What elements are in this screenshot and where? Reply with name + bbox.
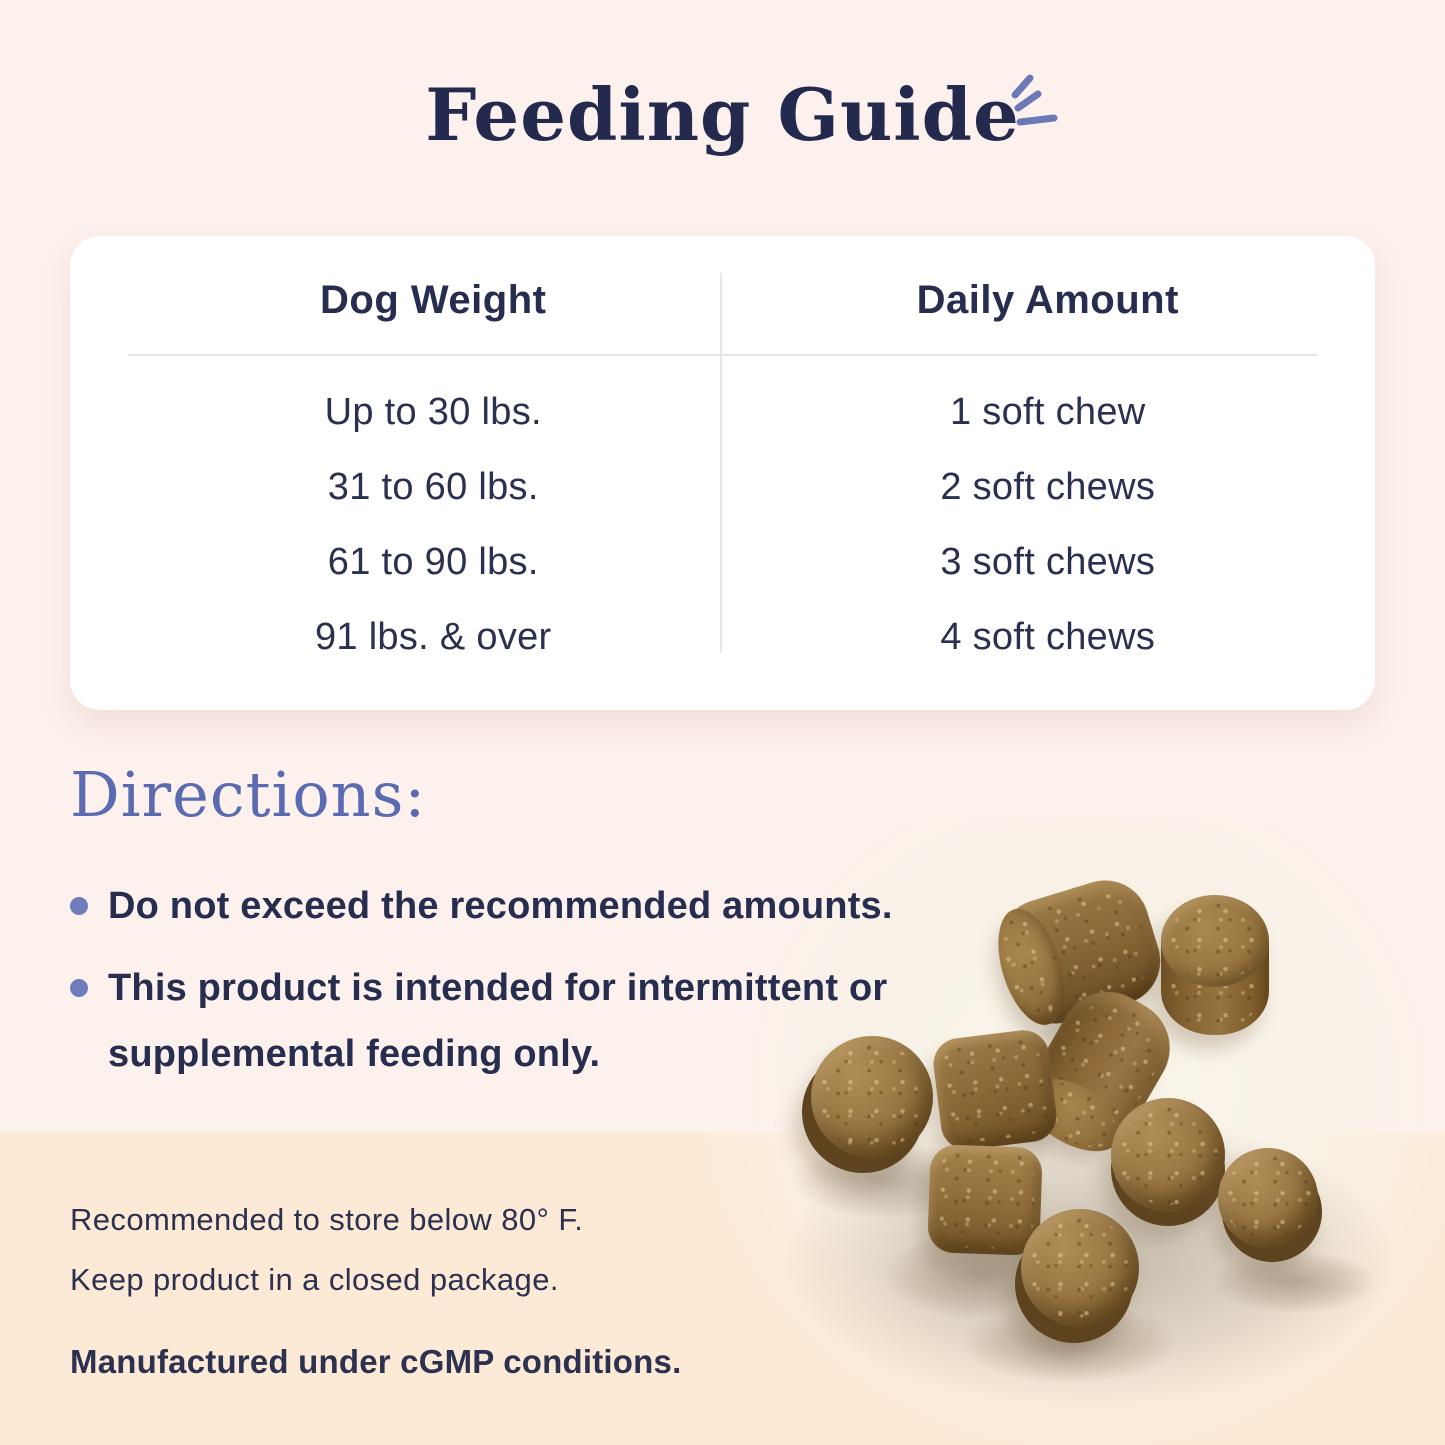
daily-amount-value: 1 soft chew xyxy=(949,391,1146,433)
dog-weight-value: 91 lbs. & over xyxy=(314,616,552,658)
manufacturing-note: Manufactured under cGMP conditions. xyxy=(70,1343,682,1380)
header-divider xyxy=(128,354,1317,356)
daily-amount-value: 3 soft chews xyxy=(940,541,1156,583)
table-row: Up to 30 lbs. 1 soft chew xyxy=(70,375,1375,450)
directions-heading: Directions: xyxy=(70,758,427,831)
dog-weight-value: 31 to 60 lbs. xyxy=(327,466,539,508)
daily-amount-value: 2 soft chews xyxy=(940,466,1156,508)
storage-line: Keep product in a closed package. xyxy=(70,1262,559,1297)
storage-notes: Recommended to store below 80° F. Keep p… xyxy=(70,1190,681,1392)
table-row: 61 to 90 lbs. 3 soft chews xyxy=(70,525,1375,600)
daily-amount-value: 4 soft chews xyxy=(940,616,1156,658)
chew-side xyxy=(988,869,1172,1035)
page-title: Feeding Guide xyxy=(425,72,1020,157)
column-header-daily-amount: Daily Amount xyxy=(916,277,1179,322)
list-item: This product is intended for intermitten… xyxy=(70,955,908,1087)
bullet-icon xyxy=(70,979,88,997)
feeding-table-card: Dog Weight Daily Amount Up to 30 lbs. 1 … xyxy=(70,236,1375,710)
column-divider xyxy=(720,273,722,653)
column-header-dog-weight: Dog Weight xyxy=(320,277,547,322)
chew-top xyxy=(1161,895,1269,987)
dog-weight-value: Up to 30 lbs. xyxy=(324,391,542,433)
table-row: 31 to 60 lbs. 2 soft chews xyxy=(70,450,1375,525)
direction-text: Do not exceed the recommended amounts. xyxy=(108,885,893,927)
soft-chew xyxy=(985,869,1172,1035)
soft-chew xyxy=(1161,895,1269,1035)
table-row: 91 lbs. & over 4 soft chews xyxy=(70,600,1375,675)
table-header-row: Dog Weight Daily Amount xyxy=(70,236,1375,356)
dog-weight-value: 61 to 90 lbs. xyxy=(327,541,539,583)
bullet-icon xyxy=(70,897,88,915)
chew-end xyxy=(985,901,1077,1033)
storage-line: Recommended to store below 80° F. xyxy=(70,1202,584,1237)
chew-side xyxy=(1161,941,1269,1035)
directions-list: Do not exceed the recommended amounts. T… xyxy=(70,873,908,1103)
table-body: Up to 30 lbs. 1 soft chew 31 to 60 lbs. … xyxy=(70,375,1375,675)
direction-text: This product is intended for intermitten… xyxy=(108,967,888,1075)
list-item: Do not exceed the recommended amounts. xyxy=(70,873,908,939)
sparkle-accent-icon xyxy=(1011,74,1058,126)
